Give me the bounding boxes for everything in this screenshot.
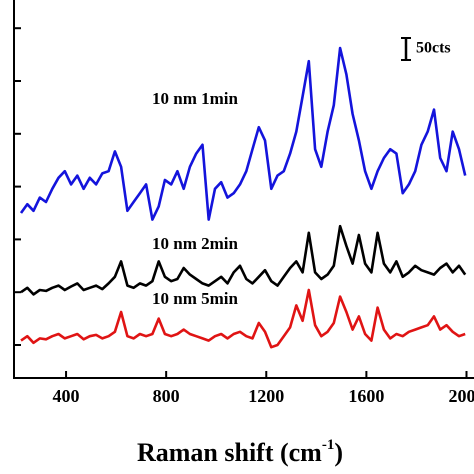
series-line	[19, 46, 467, 221]
series-line	[20, 224, 467, 296]
x-tick-label: 400	[53, 386, 80, 406]
series-label: 10 nm 5min	[152, 289, 239, 308]
series-label: 10 nm 2min	[152, 234, 239, 253]
x-tick-label: 2000	[448, 386, 474, 406]
x-tick-label: 1600	[348, 386, 384, 406]
x-axis-label-end: )	[334, 438, 343, 467]
x-tick-label: 1200	[248, 386, 284, 406]
scale-bar-label: 50cts	[416, 40, 451, 57]
x-tick-label: 800	[153, 386, 180, 406]
series-label: 10 nm 1min	[152, 89, 239, 108]
x-axis-label-sup: -1	[322, 437, 335, 453]
x-axis-label: Raman shift (cm-1)	[137, 437, 343, 467]
series-line	[20, 288, 466, 349]
x-axis-label-text: Raman shift (cm	[137, 438, 322, 467]
